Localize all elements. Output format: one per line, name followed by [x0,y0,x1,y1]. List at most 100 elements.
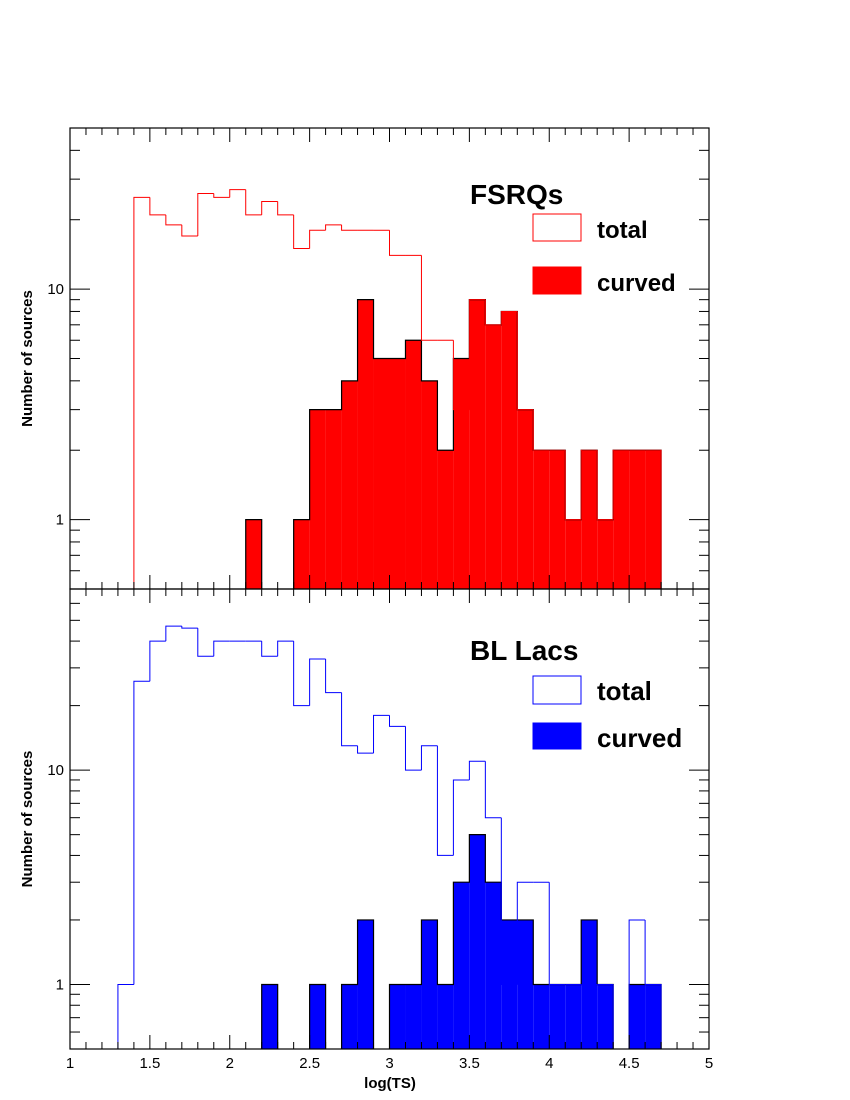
legend-label-curved: curved [597,723,682,753]
curved-bar [341,984,358,1049]
curved-bar [325,409,342,589]
curved-bar [549,450,566,589]
bllac-panel: 1 10 Number of sources BL Lacs total curved [19,588,710,1050]
curved-bar [341,380,358,589]
x-tick-label: 2 [226,1055,234,1072]
x-tick-label: 4.5 [619,1055,640,1072]
legend-label-curved: curved [597,270,676,297]
curved-bar [405,984,422,1049]
curved-bar [597,519,614,589]
total-step [181,626,198,629]
curved-bar [629,450,646,589]
total-step [516,881,534,985]
total-step [516,311,534,411]
total-step [452,340,470,411]
curved-bar [437,450,454,589]
legend-label-total: total [597,676,652,706]
curved-bar [485,324,502,589]
x-tick-label: 3 [385,1055,393,1072]
total-step [452,779,470,856]
total-step [197,192,214,236]
total-step [277,201,294,216]
curved-bar [469,299,486,589]
x-tick-label: 3.5 [459,1055,480,1072]
curved-bar [373,358,390,589]
plot-area [117,625,662,1049]
total-step [133,196,150,589]
x-tick-label: 4 [545,1055,553,1072]
series-curved [261,834,662,1049]
y-tick-label: 1 [56,976,64,993]
y-axis-label: Number of sources [19,751,36,888]
legend-title: BL Lacs [470,635,578,666]
total-step [500,817,518,985]
curved-bar [261,984,278,1049]
total-step [341,224,358,231]
curved-bar [437,984,454,1049]
curved-bar [645,450,662,589]
legend: FSRQs total curved [470,179,676,297]
legend-swatch-total [532,675,582,705]
total-step [389,715,406,727]
x-tick-label: 1.5 [139,1055,160,1072]
total-step [165,214,182,226]
curved-bar [469,834,486,1049]
curved-bar [293,519,310,589]
total-step [213,640,230,657]
curved-bar [421,919,438,1049]
series-total [133,189,662,589]
total-step [420,255,438,341]
total-step [404,726,422,771]
total-step [341,692,358,747]
curved-bar [581,450,598,589]
curved-bar [613,450,630,589]
y-tick-label: 10 [47,762,64,779]
plot-frame [69,588,710,1050]
curved-bar [629,984,646,1049]
total-step [293,214,310,250]
curved-bar [389,358,406,589]
total-step [261,641,278,657]
total-step [389,230,406,256]
curved-bar [357,299,374,589]
curved-bar [645,984,662,1049]
curved-bar [357,919,374,1049]
total-step [213,193,230,198]
legend: BL Lacs total curved [470,635,682,753]
curved-outline [261,834,662,1049]
x-axis: 1 1.5 2 2.5 3 3.5 4 4.5 5 log(TS) [66,1055,713,1092]
total-step [420,745,438,771]
total-step [532,409,550,451]
curved-bar [565,519,582,589]
total-step [500,310,518,325]
total-step [165,625,182,642]
curved-bar [485,882,502,1049]
x-tick-label: 2.5 [299,1055,320,1072]
curved-bar [517,919,534,1049]
total-step [181,224,198,237]
total-step [149,197,166,216]
total-step [612,449,630,520]
total-step [612,984,614,1049]
series-total [117,625,662,1049]
curved-bar [421,380,438,589]
total-step [117,983,134,1049]
total-step [261,200,278,215]
total-step [484,761,502,819]
total-step [325,224,342,231]
total-step [644,919,662,1049]
curved-bar [533,984,550,1049]
curved-bar [517,409,534,589]
y-axis-label: Number of sources [19,290,36,427]
curved-bar [389,984,406,1049]
total-step [468,760,486,780]
total-step [277,640,294,657]
x-tick-label: 5 [705,1055,713,1072]
total-step [325,659,342,694]
total-step [436,745,454,856]
total-step [484,299,502,326]
y-axis: 1 10 [47,127,709,590]
total-step [309,658,326,706]
curved-bar [309,984,326,1049]
total-step [468,299,486,410]
